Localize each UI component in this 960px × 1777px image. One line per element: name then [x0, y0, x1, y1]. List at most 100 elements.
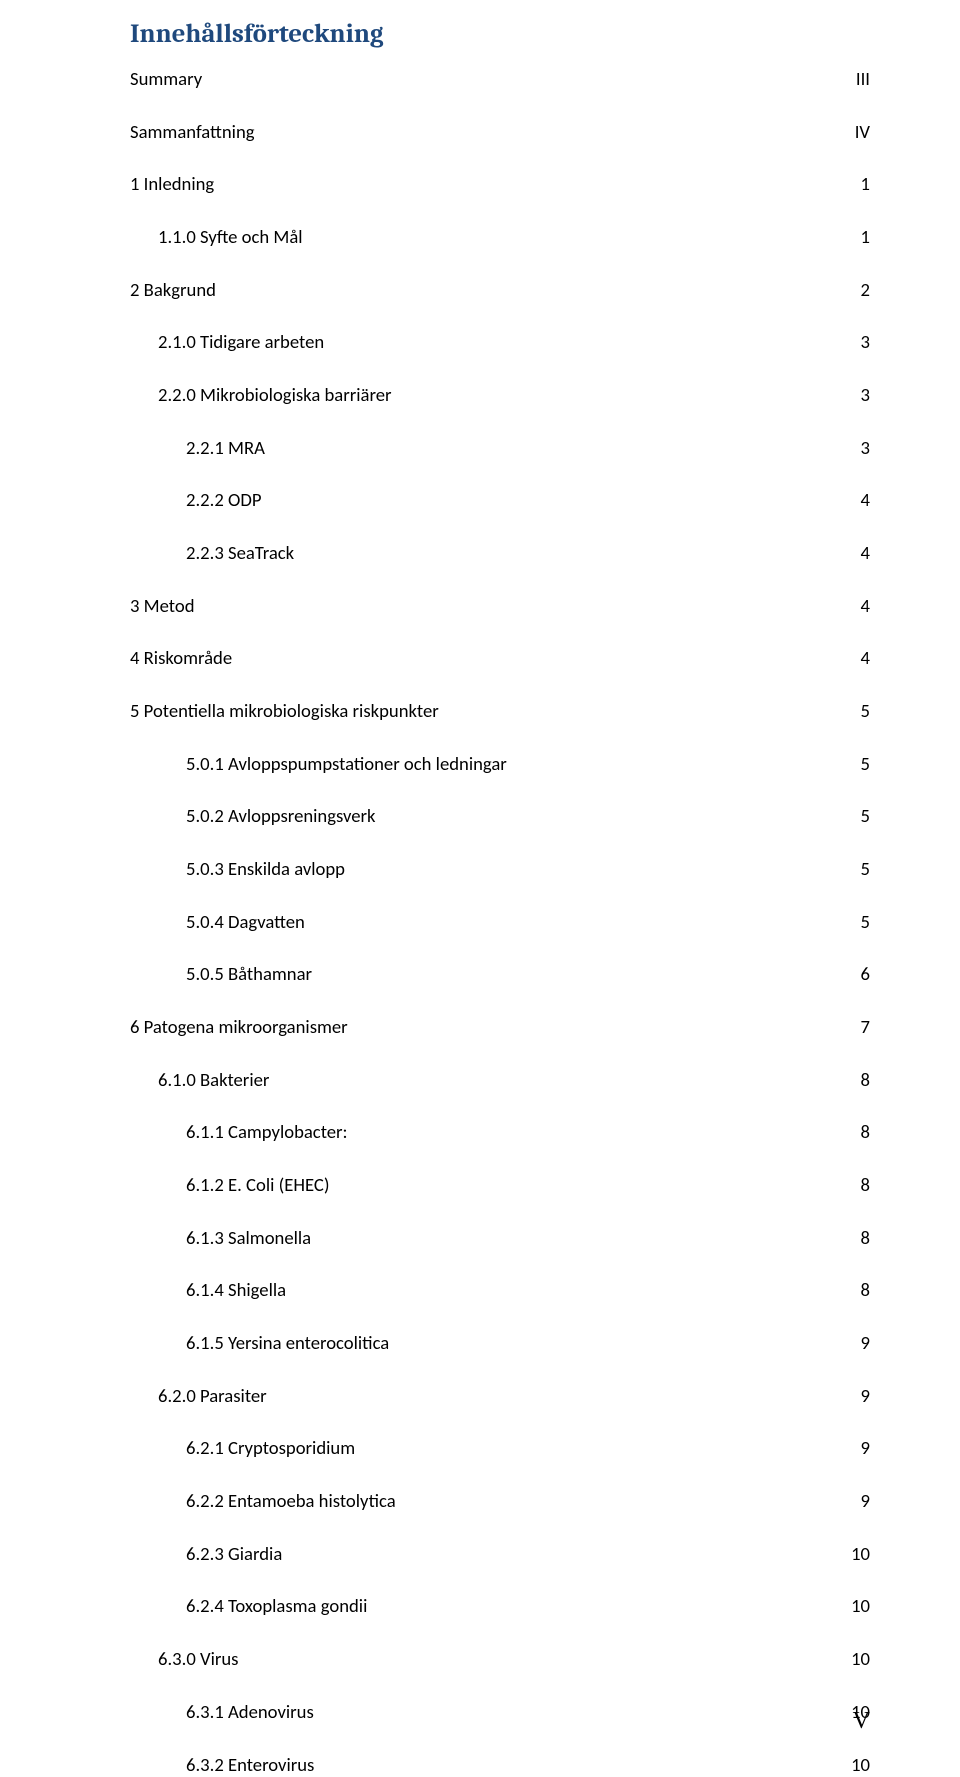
toc-entry-page: 4	[836, 650, 870, 669]
toc-entry-page: 6	[836, 966, 870, 985]
toc-entry-label: 5 Potentiella mikrobiologiska riskpunkte…	[130, 703, 439, 722]
toc-entry-label: 2.2.0 Mikrobiologiska barriärer	[158, 387, 392, 406]
toc-entry: 6.1.3 Salmonella 8	[186, 1230, 870, 1249]
toc-entry-page: 5	[836, 861, 870, 880]
toc-entry-label: 5.0.2 Avloppsreningsverk	[186, 808, 376, 827]
toc-entry: 6.1.1 Campylobacter: 8	[186, 1124, 870, 1143]
toc-entry-page: 5	[836, 703, 870, 722]
toc-entry: 6.1.4 Shigella 8	[186, 1282, 870, 1301]
toc-entry-page: 4	[836, 545, 870, 564]
toc-entry: 5.0.1 Avloppspumpstationer och ledningar…	[186, 756, 870, 775]
document-page: Innehållsförteckning Summary III Sammanfat…	[0, 0, 960, 1775]
toc-entry: 5.0.2 Avloppsreningsverk 5	[186, 808, 870, 827]
toc-entry-label: 3 Metod	[130, 598, 195, 617]
toc-entry-page: 3	[836, 440, 870, 459]
toc-entry-page: 8	[836, 1072, 870, 1091]
toc-entry-label: 2.2.2 ODP	[186, 492, 261, 511]
toc-entry-page: 9	[836, 1493, 870, 1512]
toc-entry-label: 6.1.1 Campylobacter:	[186, 1124, 348, 1143]
toc-entry-page: 9	[836, 1388, 870, 1407]
toc-entry: 1 Inledning 1	[130, 176, 870, 195]
toc-entry-label: 6.2.1 Cryptosporidium	[186, 1440, 355, 1459]
toc-entry: 2.2.3 SeaTrack 4	[186, 545, 870, 564]
toc-entry-page: 4	[836, 492, 870, 511]
toc-entry: 4 Riskområde 4	[130, 650, 870, 669]
toc-entry-label: 5.0.5 Båthamnar	[186, 966, 312, 985]
toc-entry-page: 9	[836, 1440, 870, 1459]
toc-entry-label: 6.1.3 Salmonella	[186, 1230, 311, 1249]
toc-entry: 2.1.0 Tidigare arbeten3	[158, 334, 870, 353]
toc-list: SummaryIIISammanfattningIV1 Inledning11.…	[130, 71, 870, 1775]
toc-entry-label: 6.1.4 Shigella	[186, 1282, 286, 1301]
toc-entry: 6.1.2 E. Coli (EHEC) 8	[186, 1177, 870, 1196]
toc-title: Innehållsförteckning	[130, 18, 870, 49]
toc-entry: 2.2.1 MRA 3	[186, 440, 870, 459]
toc-entry-page: 3	[836, 387, 870, 406]
toc-entry-label: 1 Inledning	[130, 176, 214, 195]
toc-entry-label: 6.2.3 Giardia	[186, 1546, 282, 1565]
toc-entry: 6.3.1 Adenovirus10	[186, 1704, 870, 1723]
toc-entry-page: 10	[836, 1651, 870, 1670]
toc-entry-label: 1.1.0 Syfte och Mål	[158, 229, 303, 248]
toc-entry-page: 5	[836, 756, 870, 775]
toc-entry-page: 8	[836, 1177, 870, 1196]
toc-entry: 6.3.2 Enterovirus 10	[186, 1757, 870, 1776]
toc-entry-label: 6.1.0 Bakterier	[158, 1072, 269, 1091]
toc-entry-label: 6 Patogena mikroorganismer	[130, 1019, 348, 1038]
toc-entry: Sammanfattning IV	[130, 124, 870, 143]
toc-entry-page: 5	[836, 808, 870, 827]
toc-entry-label: 6.3.1 Adenovirus	[186, 1704, 314, 1723]
toc-entry: 6.1.5 Yersina enterocolitica 9	[186, 1335, 870, 1354]
toc-entry-page: 7	[836, 1019, 870, 1038]
toc-entry: 6.2.3 Giardia 10	[186, 1546, 870, 1565]
toc-entry-page: 5	[836, 914, 870, 933]
toc-entry-page: 8	[836, 1124, 870, 1143]
toc-entry-page: 1	[836, 176, 870, 195]
toc-entry-page: 10	[836, 1598, 870, 1617]
toc-entry-page: 2	[836, 282, 870, 301]
toc-entry-label: Sammanfattning	[130, 124, 255, 143]
toc-entry: 6.2.0 Parasiter 9	[158, 1388, 870, 1407]
toc-entry-label: 2.1.0 Tidigare arbeten	[158, 334, 324, 353]
toc-entry-page: 10	[836, 1546, 870, 1565]
toc-entry-label: Summary	[130, 71, 202, 90]
toc-entry-label: 6.3.0 Virus	[158, 1651, 238, 1670]
toc-entry-label: 5.0.1 Avloppspumpstationer och ledningar	[186, 756, 507, 775]
toc-entry-label: 6.1.5 Yersina enterocolitica	[186, 1335, 389, 1354]
toc-entry: 5.0.3 Enskilda avlopp 5	[186, 861, 870, 880]
toc-entry-label: 6.1.2 E. Coli (EHEC)	[186, 1177, 330, 1196]
toc-entry-page: IV	[836, 124, 870, 143]
toc-entry: Summary III	[130, 71, 870, 90]
toc-entry-label: 6.2.2 Entamoeba histolytica	[186, 1493, 396, 1512]
toc-entry: 2.2.2 ODP 4	[186, 492, 870, 511]
toc-entry: 2.2.0 Mikrobiologiska barriärer 3	[158, 387, 870, 406]
page-number: V	[853, 1708, 870, 1735]
toc-entry-label: 4 Riskområde	[130, 650, 232, 669]
toc-entry-page: 10	[836, 1757, 870, 1776]
toc-entry-label: 5.0.3 Enskilda avlopp	[186, 861, 345, 880]
toc-entry: 6.2.4 Toxoplasma gondii 10	[186, 1598, 870, 1617]
toc-entry-page: III	[836, 71, 870, 90]
toc-entry-label: 2.2.1 MRA	[186, 440, 265, 459]
toc-entry: 6.3.0 Virus 10	[158, 1651, 870, 1670]
toc-entry: 6.2.1 Cryptosporidium 9	[186, 1440, 870, 1459]
toc-entry-label: 6.3.2 Enterovirus	[186, 1757, 314, 1776]
toc-entry: 3 Metod 4	[130, 598, 870, 617]
toc-entry: 5 Potentiella mikrobiologiska riskpunkte…	[130, 703, 870, 722]
toc-entry: 5.0.4 Dagvatten 5	[186, 914, 870, 933]
toc-entry: 6.2.2 Entamoeba histolytica 9	[186, 1493, 870, 1512]
toc-entry: 5.0.5 Båthamnar 6	[186, 966, 870, 985]
toc-entry-label: 6.2.0 Parasiter	[158, 1388, 267, 1407]
toc-entry: 6 Patogena mikroorganismer 7	[130, 1019, 870, 1038]
toc-entry-page: 1	[836, 229, 870, 248]
toc-entry: 2 Bakgrund2	[130, 282, 870, 301]
toc-entry-page: 8	[836, 1282, 870, 1301]
toc-entry: 6.1.0 Bakterier 8	[158, 1072, 870, 1091]
toc-entry-page: 8	[836, 1230, 870, 1249]
toc-entry: 1.1.0 Syfte och Mål 1	[158, 229, 870, 248]
toc-entry-label: 6.2.4 Toxoplasma gondii	[186, 1598, 367, 1617]
toc-entry-page: 9	[836, 1335, 870, 1354]
toc-entry-label: 2.2.3 SeaTrack	[186, 545, 294, 564]
toc-entry-page: 4	[836, 598, 870, 617]
toc-entry-label: 5.0.4 Dagvatten	[186, 914, 305, 933]
